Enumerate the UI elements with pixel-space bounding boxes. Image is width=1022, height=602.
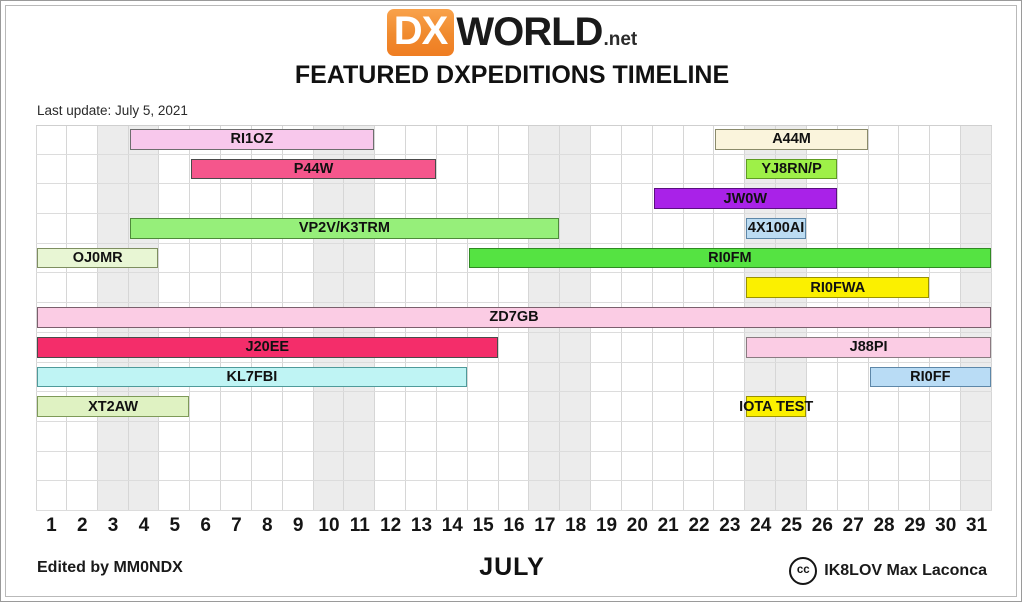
day-tick-label: 5	[169, 515, 181, 536]
day-tick-label: 19	[595, 515, 618, 536]
day-tick-label: 4	[138, 515, 150, 536]
credit-name-label: IK8LOV Max Laconca	[824, 562, 987, 579]
grid-row	[36, 333, 992, 363]
grid-row	[36, 214, 992, 244]
credit-block: cc IK8LOV Max Laconca	[789, 557, 987, 585]
timeline-bar[interactable]: 4X100AI	[746, 218, 806, 239]
day-tick-label: 27	[842, 515, 864, 536]
timeline-bar-label: JW0W	[723, 190, 768, 207]
logo-dx-badge: DX	[386, 8, 455, 56]
timeline-bar-label: RI0FWA	[810, 279, 866, 296]
timeline-bar[interactable]: A44M	[715, 129, 868, 150]
day-tick-label: 7	[231, 515, 242, 536]
timeline-bar[interactable]: YJ8RN/P	[746, 158, 837, 180]
grid-row	[36, 273, 992, 304]
timeline-bar-label: XT2AW	[88, 398, 139, 415]
timeline-bar-label: P44W	[293, 161, 334, 178]
timeline-bar-label: VP2V/K3TRM	[298, 220, 390, 237]
timeline-bar[interactable]: KL7FBI	[37, 366, 467, 388]
day-tick-label: 22	[688, 515, 710, 536]
timeline-bar-label: J88PI	[849, 339, 888, 356]
timeline-bar-label: OJ0MR	[72, 250, 123, 267]
day-tick-label: 2	[76, 515, 88, 536]
day-tick-label: 24	[750, 515, 772, 536]
page-footer: JULY Edited by MM0NDX cc IK8LOV Max Laco…	[1, 551, 1021, 591]
timeline-bar-label: YJ8RN/P	[761, 161, 822, 178]
day-tick-label: 14	[441, 515, 463, 536]
day-tick-label: 8	[261, 515, 273, 536]
timeline-bar-label: A44M	[772, 131, 811, 148]
timeline-bar[interactable]: XT2AW	[37, 396, 190, 417]
creative-commons-icon: cc	[789, 557, 818, 585]
timeline-bar-label: RI0FF	[910, 368, 951, 385]
timeline-bar[interactable]: RI0FM	[468, 247, 991, 269]
logo-world-text: WORLD	[456, 10, 603, 54]
day-tick-label: 15	[472, 515, 494, 536]
grid-row	[36, 392, 992, 422]
day-tick-label: 13	[410, 515, 433, 536]
day-tick-label: 17	[534, 515, 556, 536]
grid-row	[36, 155, 992, 185]
timeline-bar[interactable]: VP2V/K3TRM	[129, 218, 560, 239]
grid-row	[36, 481, 992, 511]
day-tick-label: 11	[349, 515, 370, 536]
day-tick-label: 23	[719, 515, 741, 536]
edited-by-label: Edited by MM0NDX	[37, 559, 183, 576]
day-tick-label: 31	[966, 515, 988, 536]
day-tick-label: 3	[107, 515, 119, 536]
timeline-bar[interactable]: P44W	[191, 158, 436, 180]
timeline-bar-label: RI0FM	[708, 250, 752, 267]
day-tick-label: 30	[935, 515, 957, 536]
day-tick-label: 18	[565, 515, 587, 536]
timeline-bar-label: KL7FBI	[226, 368, 278, 385]
day-tick-label: 6	[200, 515, 211, 536]
day-tick-label: 10	[318, 515, 340, 536]
grid-row	[36, 303, 992, 333]
day-tick-label: 16	[503, 515, 525, 536]
timeline-bar[interactable]: JW0W	[653, 188, 837, 210]
timeline-bar-label: ZD7GB	[489, 309, 539, 326]
timeline-bar[interactable]: J20EE	[37, 336, 498, 358]
day-tick-label: 25	[780, 515, 803, 536]
month-label: JULY	[479, 553, 545, 581]
timeline-bar[interactable]: J88PI	[746, 336, 991, 358]
grid-row	[36, 184, 992, 215]
timeline-bar-label: 4X100AI	[747, 220, 805, 237]
timeline-bar[interactable]: RI0FWA	[746, 277, 930, 299]
timeline-bar[interactable]: ZD7GB	[37, 307, 991, 328]
timeline-bar[interactable]: RI1OZ	[129, 129, 375, 150]
day-tick-label: 26	[811, 515, 833, 536]
day-tick-label: 28	[873, 515, 895, 536]
site-logo: DX WORLD .net	[1, 8, 1021, 56]
grid-row	[36, 422, 992, 452]
page-title: FEATURED DXPEDITIONS TIMELINE	[294, 61, 730, 89]
last-update-text: Last update: July 5, 2021	[37, 103, 188, 118]
grid-row	[36, 125, 992, 155]
day-tick-label: 12	[380, 515, 402, 536]
grid-row	[36, 452, 992, 482]
day-tick-label: 20	[626, 515, 648, 536]
grid-row	[36, 363, 992, 393]
day-tick-label: 21	[657, 515, 679, 536]
timeline-bar[interactable]: OJ0MR	[37, 247, 159, 269]
day-axis: 1 2 3 4 5 6 7 8 9 10 11 12 13 14 15 16 17 18 19 20 21 22 23 24 2…	[36, 513, 992, 539]
day-tick-label: 9	[292, 515, 304, 536]
timeline-bar-label: RI1OZ	[230, 131, 274, 148]
logo-net-text: .net	[603, 28, 638, 50]
timeline-bar[interactable]: RI0FF	[869, 366, 991, 388]
day-tick-label: 1	[46, 515, 57, 536]
day-tick-label: 29	[904, 515, 926, 536]
timeline-bar-label: J20EE	[245, 339, 290, 356]
timeline-bar-label: IOTA TEST	[739, 398, 814, 415]
timeline-bar[interactable]: IOTA TEST	[739, 396, 813, 417]
grid-row	[36, 244, 992, 274]
gantt-chart: RI1OZ P44W A44M YJ8RN/P JW0W VP2V/K3TRM 4X100A…	[36, 125, 992, 511]
